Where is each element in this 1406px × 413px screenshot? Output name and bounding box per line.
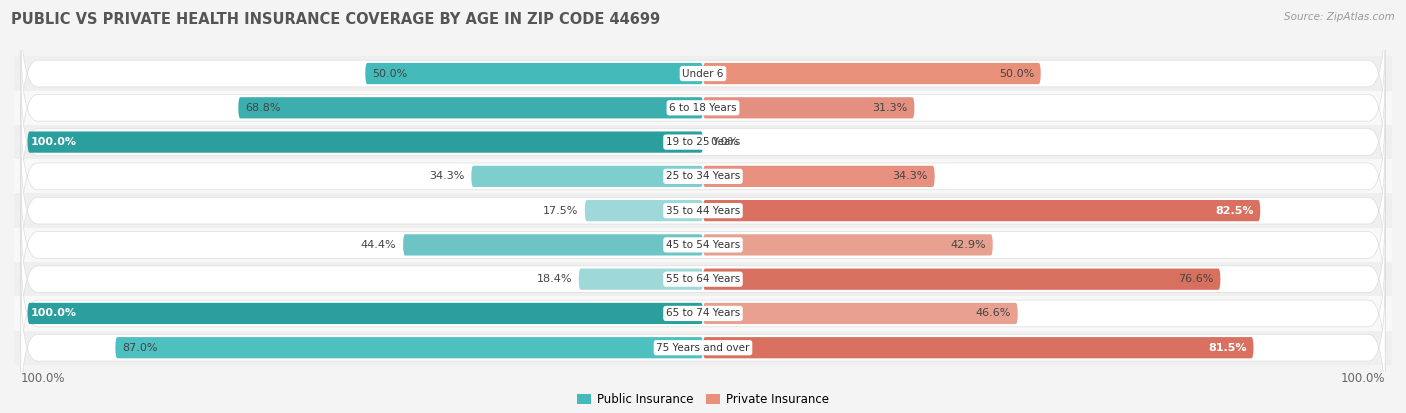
Text: 100.0%: 100.0% <box>21 372 65 385</box>
FancyBboxPatch shape <box>28 303 703 324</box>
FancyBboxPatch shape <box>115 337 703 358</box>
Text: 42.9%: 42.9% <box>950 240 986 250</box>
Text: 46.6%: 46.6% <box>976 309 1011 318</box>
FancyBboxPatch shape <box>28 131 703 153</box>
Bar <box>14 194 1392 228</box>
Bar <box>14 125 1392 159</box>
Text: 17.5%: 17.5% <box>543 206 578 216</box>
FancyBboxPatch shape <box>703 200 1260 221</box>
Text: 100.0%: 100.0% <box>1341 372 1385 385</box>
Text: 50.0%: 50.0% <box>373 69 408 78</box>
Text: 34.3%: 34.3% <box>429 171 464 181</box>
Text: 35 to 44 Years: 35 to 44 Years <box>666 206 740 216</box>
Text: 68.8%: 68.8% <box>245 103 281 113</box>
Text: 18.4%: 18.4% <box>537 274 572 284</box>
Text: 45 to 54 Years: 45 to 54 Years <box>666 240 740 250</box>
FancyBboxPatch shape <box>404 234 703 256</box>
Text: 76.6%: 76.6% <box>1178 274 1213 284</box>
FancyBboxPatch shape <box>21 104 1385 249</box>
FancyBboxPatch shape <box>579 268 703 290</box>
FancyBboxPatch shape <box>21 138 1385 283</box>
FancyBboxPatch shape <box>703 303 1018 324</box>
Text: 87.0%: 87.0% <box>122 343 157 353</box>
FancyBboxPatch shape <box>366 63 703 84</box>
Text: PUBLIC VS PRIVATE HEALTH INSURANCE COVERAGE BY AGE IN ZIP CODE 44699: PUBLIC VS PRIVATE HEALTH INSURANCE COVER… <box>11 12 661 27</box>
Text: 0.0%: 0.0% <box>710 137 738 147</box>
Text: 6 to 18 Years: 6 to 18 Years <box>669 103 737 113</box>
Text: Source: ZipAtlas.com: Source: ZipAtlas.com <box>1284 12 1395 22</box>
FancyBboxPatch shape <box>21 207 1385 351</box>
Text: 100.0%: 100.0% <box>31 309 77 318</box>
Bar <box>14 91 1392 125</box>
FancyBboxPatch shape <box>703 97 914 119</box>
FancyBboxPatch shape <box>703 63 1040 84</box>
Bar <box>14 159 1392 194</box>
FancyBboxPatch shape <box>703 234 993 256</box>
FancyBboxPatch shape <box>703 268 1220 290</box>
Bar <box>14 228 1392 262</box>
Text: Under 6: Under 6 <box>682 69 724 78</box>
Text: 25 to 34 Years: 25 to 34 Years <box>666 171 740 181</box>
FancyBboxPatch shape <box>21 241 1385 386</box>
Bar <box>14 57 1392 91</box>
Legend: Public Insurance, Private Insurance: Public Insurance, Private Insurance <box>572 389 834 411</box>
FancyBboxPatch shape <box>21 173 1385 317</box>
Text: 34.3%: 34.3% <box>893 171 928 181</box>
Text: 31.3%: 31.3% <box>872 103 908 113</box>
Text: 50.0%: 50.0% <box>998 69 1033 78</box>
Text: 82.5%: 82.5% <box>1215 206 1254 216</box>
Text: 100.0%: 100.0% <box>31 137 77 147</box>
Text: 19 to 25 Years: 19 to 25 Years <box>666 137 740 147</box>
Text: 65 to 74 Years: 65 to 74 Years <box>666 309 740 318</box>
FancyBboxPatch shape <box>238 97 703 119</box>
FancyBboxPatch shape <box>471 166 703 187</box>
Text: 55 to 64 Years: 55 to 64 Years <box>666 274 740 284</box>
FancyBboxPatch shape <box>21 275 1385 413</box>
FancyBboxPatch shape <box>21 70 1385 214</box>
Bar <box>14 262 1392 296</box>
Text: 75 Years and over: 75 Years and over <box>657 343 749 353</box>
FancyBboxPatch shape <box>21 36 1385 180</box>
Bar <box>14 296 1392 330</box>
FancyBboxPatch shape <box>21 1 1385 146</box>
Text: 44.4%: 44.4% <box>361 240 396 250</box>
FancyBboxPatch shape <box>703 166 935 187</box>
FancyBboxPatch shape <box>703 337 1254 358</box>
Text: 81.5%: 81.5% <box>1208 343 1247 353</box>
FancyBboxPatch shape <box>585 200 703 221</box>
Bar <box>14 330 1392 365</box>
